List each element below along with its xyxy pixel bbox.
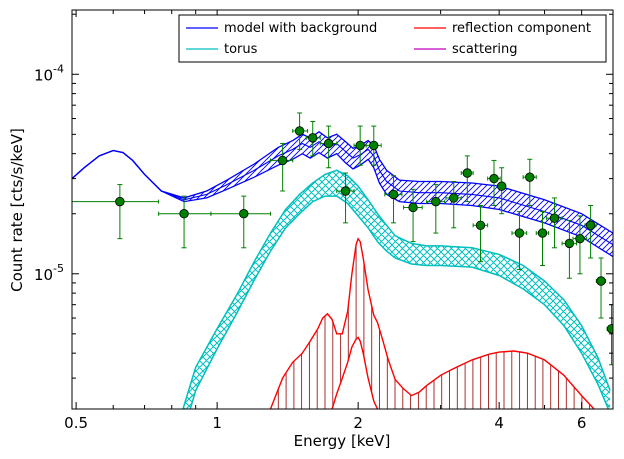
data-point [607, 305, 616, 365]
data-marker [576, 234, 585, 243]
reflection-band-layer [271, 239, 614, 458]
data-marker [116, 197, 125, 206]
data-marker [324, 139, 333, 148]
data-point [211, 196, 271, 248]
data-marker [432, 197, 441, 206]
data-marker [449, 194, 458, 203]
data-marker [409, 203, 418, 212]
x-tick-label: 2 [353, 414, 363, 432]
x-tick-label: 6 [577, 414, 587, 432]
y-tick-exponent: -5 [53, 262, 64, 275]
data-marker [525, 173, 534, 182]
legend-label-reflection: reflection component [452, 21, 591, 36]
data-marker [369, 141, 378, 150]
data-marker [515, 229, 524, 238]
data-marker [463, 169, 472, 178]
x-tick-label: 0.5 [64, 414, 88, 432]
y-tick-label: 10 [34, 66, 53, 84]
data-marker [497, 182, 506, 191]
data-marker [586, 221, 595, 230]
data-marker [597, 277, 606, 286]
data-marker [341, 187, 350, 196]
data-point [159, 196, 211, 248]
x-axis-label: Energy [keV] [294, 432, 391, 450]
data-marker [538, 229, 547, 238]
data-marker [550, 214, 559, 223]
data-marker [607, 324, 616, 333]
y-axis-label: Count rate [cts/s/keV] [8, 128, 26, 292]
data-marker [295, 127, 304, 136]
data-marker [565, 239, 574, 248]
data-marker [278, 156, 287, 165]
chart-figure: 0.5 1 2 4 6 10-510-4 Energy [keV] Count rate… [0, 0, 624, 459]
data-marker [308, 134, 317, 143]
legend: model with background reflection compone… [179, 15, 606, 62]
data-point [596, 258, 605, 318]
data-marker [476, 221, 485, 230]
x-tick-label: 1 [212, 414, 222, 432]
y-tick-label: 10 [34, 266, 53, 284]
legend-label-model: model with background [224, 21, 377, 36]
data-marker [490, 174, 499, 183]
y-tick-exponent: -4 [53, 62, 64, 75]
data-point [72, 185, 159, 239]
data-marker [389, 190, 398, 199]
legend-label-scattering: scattering [452, 42, 518, 57]
data-marker [180, 209, 189, 218]
x-tick-label: 4 [494, 414, 504, 432]
data-marker [239, 209, 248, 218]
data-marker [356, 141, 365, 150]
plot-area [72, 113, 616, 458]
legend-label-torus: torus [224, 42, 258, 57]
